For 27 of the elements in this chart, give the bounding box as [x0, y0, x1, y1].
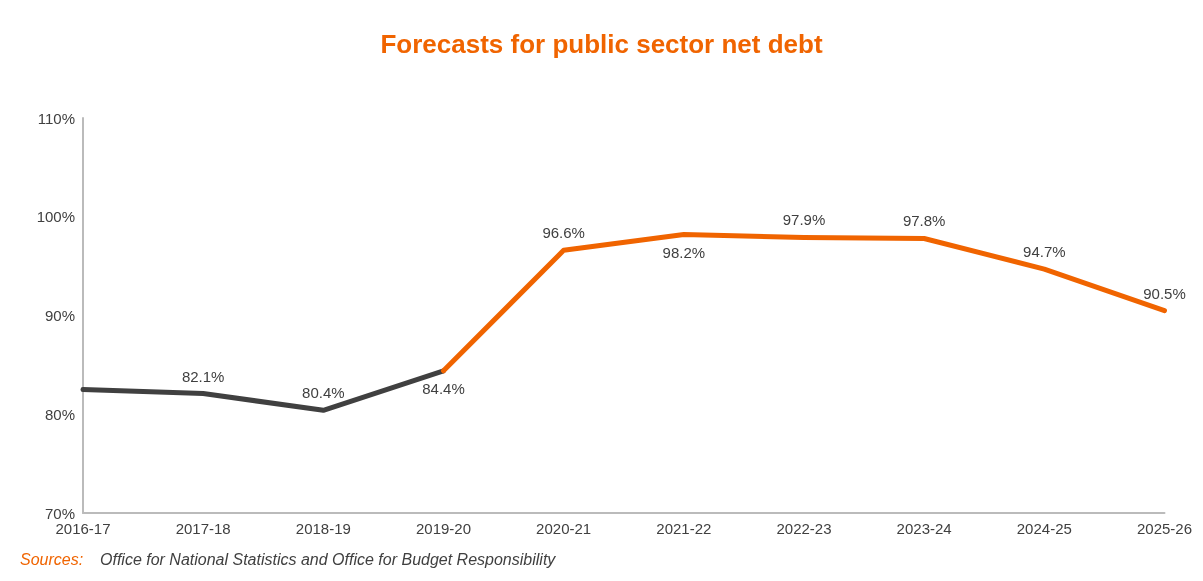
chart-title: Forecasts for public sector net debt: [380, 29, 823, 59]
x-tick-label: 2016-17: [55, 520, 111, 537]
x-tick-label: 2018-19: [295, 520, 351, 537]
x-tick-label: 2017-18: [175, 520, 231, 537]
x-tick-label: 2023-24: [896, 520, 952, 537]
text: Office for National Statistics and Office for Budget Responsibility: [100, 550, 557, 568]
data-label: 97.9%: [782, 211, 826, 229]
x-tick-label: 2020-21: [536, 520, 592, 537]
y-tick-label: 70%: [44, 504, 75, 522]
x-tick-label: 2022-23: [776, 520, 832, 537]
x-tick-label: 2024-25: [1016, 520, 1072, 537]
y-tick-label: 100%: [36, 208, 75, 226]
x-tick-label: 2025-26: [1136, 520, 1193, 537]
y-tick-label: 80%: [44, 405, 75, 423]
data-label: 97.8%: [902, 212, 946, 230]
data-label: 98.2%: [662, 243, 706, 261]
x-tick-label: 2021-22: [656, 520, 712, 537]
data-label: 94.7%: [1023, 243, 1066, 261]
y-tick-label: 110%: [37, 109, 75, 127]
data-label: 82.1%: [181, 367, 225, 385]
source-note: Sources:: [20, 550, 84, 568]
x-tick-label: 2019-20: [415, 520, 472, 537]
y-tick-label: 90%: [44, 307, 75, 324]
data-label: 96.6%: [542, 224, 585, 242]
data-label: 90.5%: [1143, 284, 1186, 302]
data-label: 84.4%: [422, 379, 465, 397]
data-label: 80.4%: [302, 384, 345, 402]
